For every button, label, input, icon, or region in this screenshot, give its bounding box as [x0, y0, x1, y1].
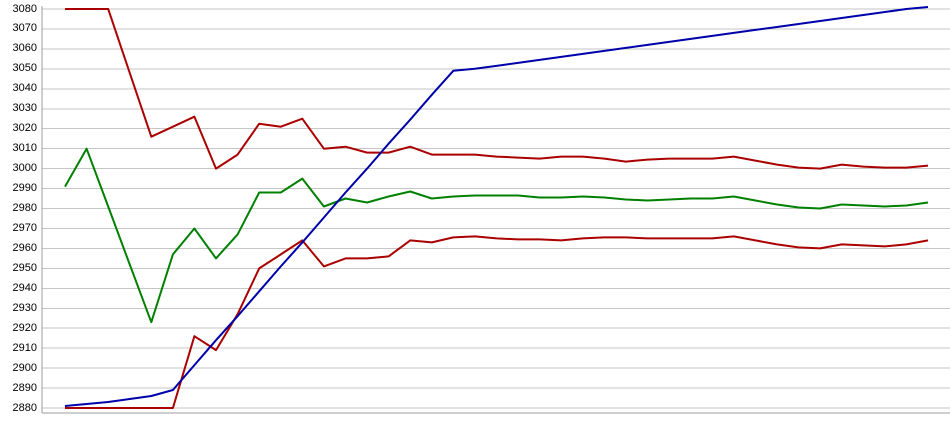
y-axis-label: 3040: [12, 82, 37, 95]
high-line: [65, 8, 929, 170]
y-axis-label: 2900: [12, 361, 37, 374]
y-axis-label: 2980: [12, 202, 37, 214]
y-axis-label: 2880: [12, 401, 37, 414]
y-axis-label: 3000: [12, 162, 37, 175]
low-line: [65, 235, 929, 409]
y-axis-label: 3060: [12, 42, 37, 55]
y-axis-label: 3010: [12, 142, 37, 155]
y-axis-label: 2990: [12, 182, 37, 195]
y-axis-label: 3070: [12, 22, 37, 35]
y-axis-label: 2940: [12, 281, 37, 294]
y-axis-label: 3020: [12, 122, 37, 135]
best-line: [64, 6, 929, 407]
y-axis-label: 2970: [12, 221, 37, 234]
y-axis-label: 3050: [12, 62, 37, 75]
y-axis-label: 3080: [12, 2, 37, 15]
y-axis-label: 2920: [12, 321, 37, 334]
y-axis-label: 2890: [12, 381, 37, 394]
y-axis-label: 2950: [12, 261, 37, 274]
y-axis-label: 2960: [12, 241, 37, 254]
y-axis-label: 2910: [12, 341, 37, 354]
y-axis-label: 3030: [12, 102, 37, 115]
mean-line: [64, 147, 929, 324]
y-axis-label: 2930: [12, 301, 37, 314]
